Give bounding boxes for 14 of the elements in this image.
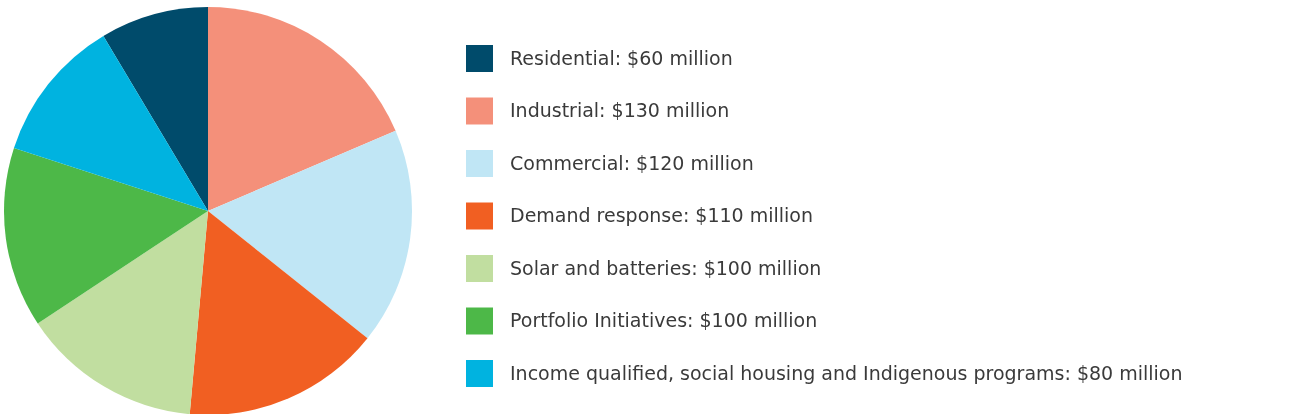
- legend-label: Residential: $60 million: [510, 46, 733, 69]
- legend-label: Commercial: $120 million: [510, 151, 754, 174]
- pie-slice: [13, 35, 208, 211]
- legend-label: Income qualified, social housing and Indigenous programs: $80 million: [510, 361, 1183, 384]
- legend-label: Portfolio Initiatives: $100 million: [510, 309, 818, 331]
- pie-slice: [189, 211, 368, 414]
- pie-slice: [103, 7, 208, 211]
- legend-label: Solar and batteries: $100 million: [510, 256, 822, 279]
- legend-label: Industrial: $130 million: [510, 99, 730, 121]
- pie-slice: [208, 7, 396, 211]
- pie-slice: [4, 147, 208, 324]
- pie-slice: [37, 211, 208, 414]
- pie-slice: [208, 130, 412, 339]
- legend-label: Demand response: $110 million: [510, 204, 814, 226]
